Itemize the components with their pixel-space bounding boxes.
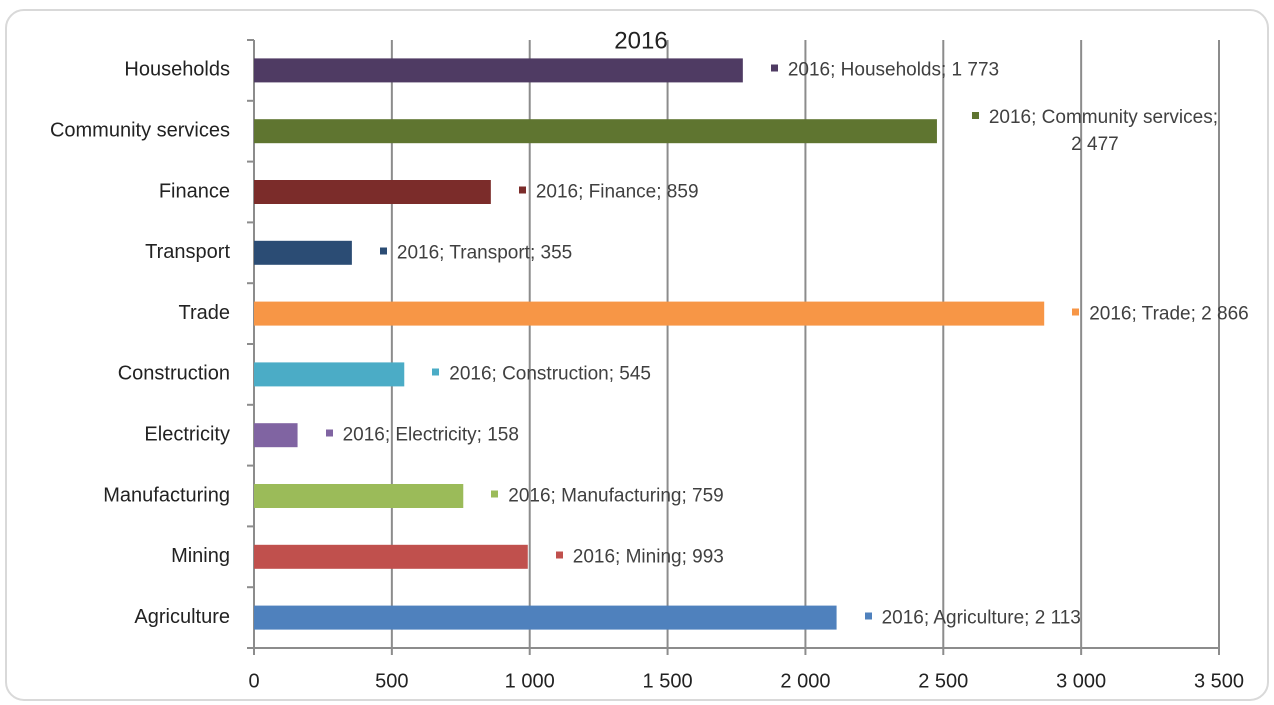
y-tick-label: Community services xyxy=(50,119,230,141)
bar xyxy=(254,301,1045,326)
label-key xyxy=(971,112,979,120)
y-tick-label: Finance xyxy=(159,180,230,202)
label-key xyxy=(432,368,440,376)
data-label-box: 2016; Households; 1 773 xyxy=(770,57,1000,84)
data-label-box: 2016; Community services; 2 477 xyxy=(965,104,1225,158)
x-tick-label: 3 000 xyxy=(1056,670,1106,692)
data-label-box: 2016; Mining; 993 xyxy=(555,543,724,570)
x-tick-label: 2 500 xyxy=(918,670,968,692)
label-key xyxy=(864,612,872,620)
x-tick-label: 1 000 xyxy=(505,670,555,692)
y-tick-label: Agriculture xyxy=(134,606,230,628)
data-label: 2016; Transport; 355 xyxy=(396,242,573,264)
bar xyxy=(254,240,352,265)
label-key xyxy=(1072,308,1080,316)
data-label: 2016; Mining; 993 xyxy=(572,546,724,568)
data-label: 2016; Finance; 859 xyxy=(535,181,699,203)
data-label-box: 2016; Trade; 2 866 xyxy=(1072,300,1249,327)
bar xyxy=(254,119,937,144)
label-key xyxy=(518,186,526,194)
y-tick-label: Construction xyxy=(118,363,230,385)
x-tick-label: 1 500 xyxy=(643,670,693,692)
bar xyxy=(254,484,464,508)
data-label: 2016; Households; 1 773 xyxy=(787,59,1000,81)
label-key xyxy=(491,490,499,498)
data-label-box: 2016; Manufacturing; 759 xyxy=(491,483,724,510)
y-tick-label: Transport xyxy=(145,241,230,263)
y-tick-label: Households xyxy=(124,59,230,81)
data-label: 2016; Construction; 545 xyxy=(449,363,651,385)
bar xyxy=(254,362,405,387)
bar xyxy=(254,58,743,83)
data-label: 2016; Trade; 2 866 xyxy=(1089,303,1249,325)
y-tick-label: Manufacturing xyxy=(103,484,230,506)
bar xyxy=(254,544,528,569)
y-tick-label: Trade xyxy=(178,302,230,324)
bar xyxy=(254,423,298,448)
data-label: 2016; Electricity; 158 xyxy=(342,424,519,446)
chart-frame xyxy=(5,9,1269,701)
x-tick-label: 3 500 xyxy=(1194,670,1244,692)
data-label-box: 2016; Finance; 859 xyxy=(518,179,699,206)
x-tick-label: 500 xyxy=(375,670,408,692)
data-label: 2016; Community services; 2 477 xyxy=(988,107,1219,156)
label-key xyxy=(325,429,333,437)
data-label-box: 2016; Agriculture; 2 113 xyxy=(864,604,1081,631)
label-key xyxy=(770,64,778,72)
bar xyxy=(254,180,491,204)
y-tick-label: Electricity xyxy=(144,423,230,445)
data-label-box: 2016; Construction; 545 xyxy=(432,361,651,388)
y-tick-label: Mining xyxy=(171,545,230,567)
label-key xyxy=(555,551,563,559)
chart-title: 2016 xyxy=(614,27,667,54)
label-key xyxy=(379,247,387,255)
x-tick-label: 2 000 xyxy=(780,670,830,692)
data-label: 2016; Agriculture; 2 113 xyxy=(881,607,1081,629)
data-label: 2016; Manufacturing; 759 xyxy=(508,485,724,507)
bar xyxy=(254,605,837,630)
data-label-box: 2016; Transport; 355 xyxy=(379,239,573,266)
x-tick-label: 0 xyxy=(248,670,259,692)
data-label-box: 2016; Electricity; 158 xyxy=(325,422,519,449)
